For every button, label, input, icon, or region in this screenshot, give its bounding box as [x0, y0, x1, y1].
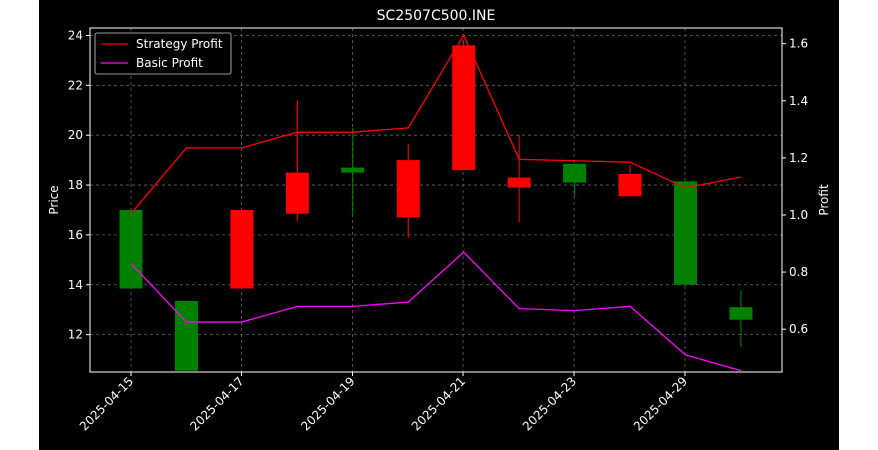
- legend-box: [94, 32, 232, 75]
- right-y-tick-label: 1.4: [789, 94, 808, 108]
- left-y-axis: 12 14 16 18 20 22 24: [68, 28, 90, 342]
- left-y-tick-label: 14: [68, 278, 83, 292]
- right-y-tick-label: 0.8: [789, 265, 808, 279]
- right-y-tick-label: 0.6: [789, 322, 808, 336]
- legend: Strategy Profit Basic Profit: [94, 32, 232, 75]
- candle-body: [285, 172, 309, 214]
- candle-body: [341, 167, 365, 173]
- legend-label-basic: Basic Profit: [136, 56, 203, 70]
- right-y-axis: 0.6 0.8 1.0 1.2 1.4 1.6: [782, 37, 808, 336]
- candle-body: [396, 160, 420, 218]
- left-y-tick-label: 18: [68, 178, 83, 192]
- basic-profit-line: [130, 251, 742, 372]
- left-y-tick-label: 20: [68, 128, 83, 142]
- left-y-tick-label: 22: [68, 78, 83, 92]
- legend-label-strategy: Strategy Profit: [136, 37, 223, 51]
- candle-body: [452, 45, 476, 171]
- candle-body: [563, 163, 587, 183]
- plot-frame: [89, 27, 783, 373]
- y-axis-right-label: Profit: [817, 184, 831, 216]
- right-y-tick-label: 1.2: [789, 151, 808, 165]
- candle-body: [618, 173, 642, 197]
- right-y-tick-label: 1.6: [789, 37, 808, 51]
- candle-body: [674, 181, 697, 285]
- strategy-profit-line: [130, 33, 742, 214]
- left-y-tick-label: 16: [68, 228, 83, 242]
- candle-body: [729, 307, 753, 320]
- y-axis-left-label: Price: [47, 185, 61, 214]
- left-y-tick-label: 12: [68, 328, 83, 342]
- candle-body: [174, 300, 198, 371]
- left-y-tick-label: 24: [68, 28, 83, 42]
- candle-body: [230, 209, 254, 289]
- candles: [119, 40, 753, 371]
- chart-title: SC2507C500.INE: [377, 8, 496, 24]
- candle-body: [507, 177, 531, 188]
- candle-body: [119, 209, 143, 289]
- profit-lines: [130, 33, 742, 372]
- right-y-tick-label: 1.0: [789, 208, 808, 222]
